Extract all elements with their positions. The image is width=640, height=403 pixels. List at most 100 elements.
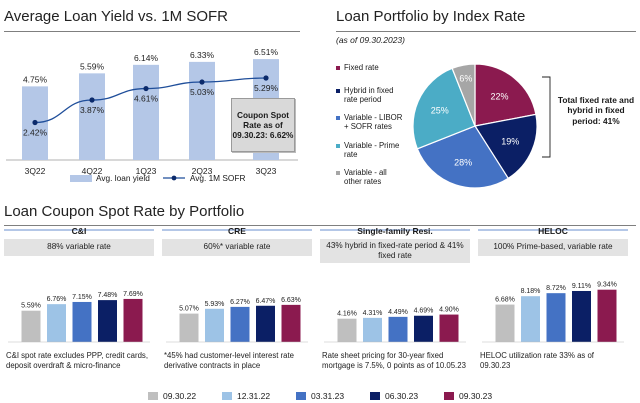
pie-legend-dot-4 — [336, 171, 340, 175]
pie-slice-4 — [451, 63, 476, 127]
legend-sofr-label: Avg. 1M SOFR — [189, 173, 246, 183]
pie-subtitle: (as of 09.30.2023) — [336, 35, 405, 45]
pie-slice-2 — [416, 125, 510, 189]
coupon-bar-label-3-3: 9.11% — [572, 283, 591, 290]
panel-0-subtitle: 88% variable rate — [4, 239, 154, 256]
coupon-legend-item-2: 03.31.23 — [296, 391, 344, 401]
coupon-legend-swatch-1 — [222, 392, 232, 400]
coupon-bar-3-4 — [597, 289, 617, 342]
pie-label-2: 28% — [454, 158, 472, 168]
coupon-bar-2-4 — [439, 314, 459, 342]
pie-slice-1 — [474, 113, 538, 180]
sofr-label-1Q23: 4.61% — [134, 94, 159, 104]
coupon-bar-3-1 — [521, 296, 540, 342]
coupon-bar-label-1-0: 5.07% — [179, 306, 199, 313]
coupon-legend-item-3: 06.30.23 — [370, 391, 418, 401]
sofr-point-4Q22 — [89, 97, 95, 103]
coupon-bar-3-3 — [572, 290, 591, 342]
panel-3-title: HELOC — [538, 226, 568, 236]
yield-legend: Avg. loan yield Avg. 1M SOFR — [70, 173, 245, 183]
panel-0-rule — [4, 229, 154, 231]
yield-chart-title: Average Loan Yield vs. 1M SOFR — [4, 8, 229, 25]
coupon-bar-2-3 — [414, 315, 433, 342]
coupon-bar-label-1-1: 5.93% — [205, 301, 225, 308]
coupon-bar-label-1-4: 6.63% — [281, 297, 301, 304]
coupon-callout-text: Coupon Spot Rate as of 09.30.23: 6.62% — [232, 109, 294, 141]
panel-1-note: *45% had customer-level interest rate de… — [164, 351, 295, 370]
panel-3-subtitle: 100% Prime-based, variable rate — [478, 239, 628, 256]
yield-bar-2Q23 — [189, 61, 215, 160]
sofr-point-3Q23 — [263, 75, 269, 81]
coupon-bar-label-2-2: 4.49% — [388, 309, 408, 316]
yield-xtick-2Q23: 2Q23 — [192, 166, 213, 176]
pie-legend-label-2: Variable - LIBOR + SOFR rates — [344, 113, 403, 132]
yield-bar-label-4Q22: 5.59% — [80, 61, 105, 71]
pie-legend-label-1: Hybrid in fixed rate period — [344, 86, 394, 105]
coupon-legend-label-1: 12.31.22 — [237, 391, 271, 401]
coupon-bar-0-4 — [123, 298, 143, 342]
coupon-bar-0-2 — [72, 301, 92, 342]
coupon-bar-0-3 — [98, 300, 117, 342]
coupon-bar-label-2-4: 4.90% — [439, 307, 459, 314]
coupon-legend-swatch-0 — [148, 392, 158, 400]
yield-xtick-3Q23: 3Q23 — [256, 166, 277, 176]
pie-slice-0 — [474, 63, 537, 127]
sofr-point-2Q23 — [199, 79, 205, 85]
pie-legend-label-0: Fixed rate — [344, 63, 379, 72]
panel-2-title: Single-family Resi. — [357, 226, 433, 236]
coupon-bar-label-0-4: 7.69% — [123, 291, 143, 298]
sofr-label-3Q23: 5.29% — [254, 83, 279, 93]
pie-legend-dot-2 — [336, 116, 340, 120]
legend-yield-label: Avg. loan yield — [96, 173, 150, 183]
pie-legend-item-3: Variable - Prime rate — [336, 141, 406, 160]
coupon-title-rule — [4, 225, 636, 226]
pie-legend-label-4: Variable - all other rates — [344, 168, 387, 187]
yield-chart: 4.75% 5.59% 6.14% 6.33% 6.51% 2.42% 3.87% 4.61… — [6, 47, 298, 176]
panel-2-rule — [320, 229, 470, 231]
pie-legend-dot-0 — [336, 66, 340, 70]
coupon-bar-label-0-1: 6.76% — [47, 296, 67, 303]
sofr-label-4Q22: 3.87% — [80, 105, 105, 115]
coupon-legend-swatch-4 — [444, 392, 454, 400]
pie-callout-bracket — [542, 76, 551, 158]
coupon-legend-label-0: 09.30.22 — [163, 391, 197, 401]
coupon-bar-0-1 — [47, 304, 66, 342]
pie-legend-item-1: Hybrid in fixed rate period — [336, 86, 406, 105]
yield-bar-label-3Q23: 6.51% — [254, 47, 279, 57]
coupon-bar-label-1-3: 6.47% — [256, 298, 276, 305]
yield-bar-1Q23 — [133, 64, 159, 160]
coupon-legend-swatch-3 — [370, 392, 380, 400]
pie-legend-item-2: Variable - LIBOR + SOFR rates — [336, 113, 406, 132]
pie-legend-label-3: Variable - Prime rate — [344, 141, 400, 160]
panel-0-title: C&I — [71, 226, 87, 236]
panel-1-title: CRE — [228, 226, 246, 236]
coupon-bar-2-1 — [363, 317, 382, 342]
coupon-chart-title: Loan Coupon Spot Rate by Portfolio — [4, 203, 245, 220]
coupon-chart: 5.59% 6.76% 7.15% 7.48% 7.69% 5.07% 5.93% 6.27%… — [8, 282, 624, 343]
coupon-bar-label-3-2: 8.72% — [546, 285, 566, 292]
panel-2-note: Rate sheet pricing for 30-year fixed mor… — [322, 351, 466, 370]
coupon-bar-2-2 — [388, 316, 408, 342]
coupon-bar-label-1-2: 6.27% — [230, 299, 250, 306]
yield-bar-4Q22 — [79, 73, 105, 160]
coupon-bar-label-3-0: 6.68% — [495, 297, 515, 304]
coupon-bar-3-0 — [495, 304, 515, 342]
coupon-bar-1-4 — [281, 304, 301, 342]
panel-2-subtitle: 43% hybrid in fixed-rate period & 41% fi… — [320, 239, 470, 263]
pie-legend-item-0: Fixed rate — [336, 63, 406, 72]
coupon-legend: 09.30.22 12.31.22 03.31.23 06.30.23 09.30.23 — [0, 391, 640, 403]
yield-xtick-3Q22: 3Q22 — [25, 166, 46, 176]
pie-chart: 22% 19% 28% 25% 6% — [412, 63, 538, 189]
coupon-bar-label-2-1: 4.31% — [363, 310, 383, 317]
legend-sofr-swatch — [162, 175, 185, 181]
coupon-legend-swatch-2 — [296, 392, 306, 400]
sofr-label-2Q23: 5.03% — [190, 87, 215, 97]
yield-xtick-1Q23: 1Q23 — [136, 166, 157, 176]
coupon-bar-label-0-3: 7.48% — [98, 292, 118, 299]
sofr-point-3Q22 — [32, 119, 38, 126]
pie-legend-dot-3 — [336, 144, 340, 148]
panel-1-subtitle: 60%* variable rate — [162, 239, 312, 256]
panel-0-note: C&I spot rate excludes PPP, credit cards… — [6, 351, 148, 370]
panel-3-rule — [478, 229, 628, 231]
pie-label-4: 6% — [459, 73, 472, 83]
